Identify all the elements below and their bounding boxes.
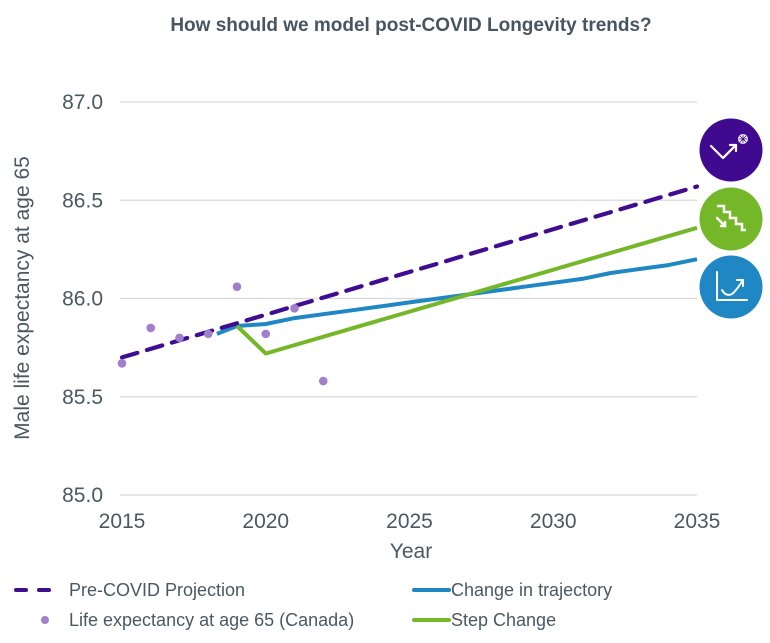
legend-marker — [41, 616, 49, 624]
y-tick-label: 86.0 — [62, 288, 103, 311]
badge-circle — [699, 255, 763, 319]
rising-curve-chart-icon — [716, 271, 748, 301]
x-tick-label: 2020 — [242, 510, 289, 533]
data-point — [290, 304, 299, 313]
data-point — [232, 282, 242, 292]
x-tick-label: 2015 — [99, 510, 146, 533]
legend: Pre-COVID Projection Change in trajectory… — [14, 580, 612, 630]
legend-item-step: Step Change — [412, 610, 556, 630]
badge-step-change — [699, 187, 763, 251]
x-tick-label: 2030 — [530, 510, 577, 533]
series — [117, 184, 700, 386]
legend-item-pre_covid: Pre-COVID Projection — [14, 580, 245, 600]
gridlines — [120, 101, 697, 496]
y-tick-label: 86.5 — [62, 189, 103, 212]
badge-trajectory — [699, 255, 763, 319]
v-shaped-recovery-icon — [709, 134, 748, 160]
x-tick-label: 2035 — [674, 510, 721, 533]
series-line-pre_covid — [119, 184, 700, 360]
chart-title: How should we model post-COVID Longevity… — [170, 15, 651, 36]
legend-label: Change in trajectory — [451, 580, 612, 600]
data-point — [203, 329, 213, 339]
x-tick-label: 2025 — [386, 510, 433, 533]
legend-item-trajectory: Change in trajectory — [412, 580, 612, 600]
step-down-stairs-icon — [715, 204, 746, 232]
legend-label: Life expectancy at age 65 (Canada) — [69, 610, 354, 630]
data-point — [318, 376, 328, 386]
y-tick-label: 87.0 — [62, 91, 103, 114]
series-line-step — [235, 225, 698, 356]
badge-pre-covid — [699, 118, 763, 182]
data-point — [261, 329, 271, 339]
legend-label: Pre-COVID Projection — [69, 580, 245, 600]
x-axis-label: Year — [390, 540, 432, 563]
series-line-trajectory — [216, 257, 698, 336]
y-axis-ticks: 85.0 85.5 86.0 86.5 87.0 — [62, 91, 103, 507]
y-tick-label: 85.0 — [62, 484, 103, 507]
x-axis-ticks: 2015 2020 2025 2030 2035 — [99, 510, 721, 533]
legend-item-observed: Life expectancy at age 65 (Canada) — [41, 610, 354, 630]
data-point — [117, 359, 127, 368]
y-tick-label: 85.5 — [62, 386, 103, 409]
data-point — [175, 333, 184, 343]
legend-label: Step Change — [451, 610, 556, 630]
y-axis-label: Male life expectancy at age 65 — [11, 156, 34, 440]
data-point — [146, 323, 156, 333]
series-observed — [117, 282, 328, 386]
